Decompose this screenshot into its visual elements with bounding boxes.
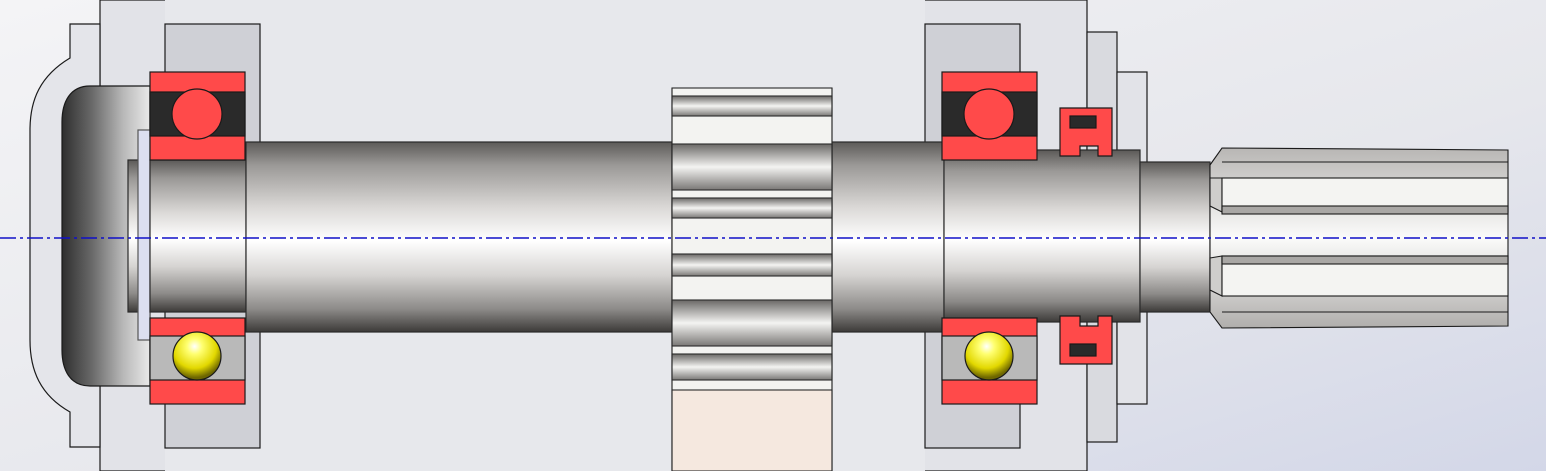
right-ball-bearing — [941, 71, 1038, 405]
lip-seal — [1059, 107, 1113, 365]
left-ball-bearing — [149, 71, 246, 405]
spur-gear — [671, 87, 833, 471]
shaded-ball — [172, 331, 222, 381]
main-shaft — [127, 129, 1211, 341]
sectioned-ball — [171, 88, 223, 140]
